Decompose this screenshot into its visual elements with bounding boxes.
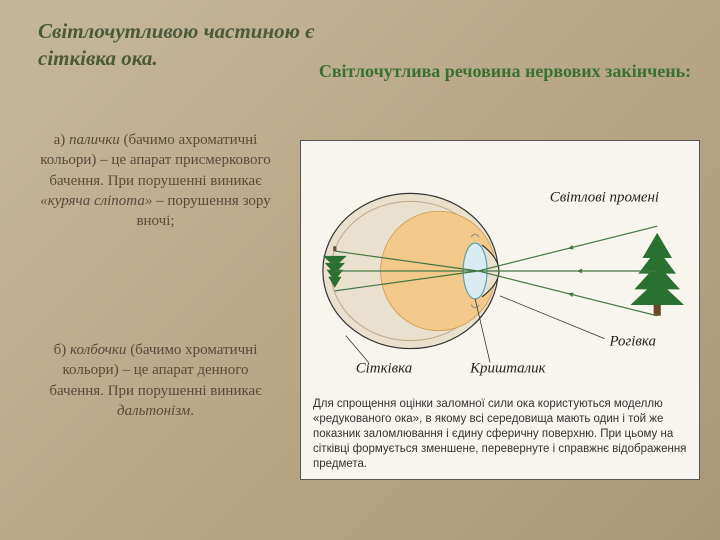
paragraph-b: б) колбочки (бачимо хроматичні кольори) … — [38, 340, 273, 421]
paragraph-a: а) палички (бачимо ахроматичні кольори) … — [38, 130, 273, 231]
svg-text:Сітківка: Сітківка — [356, 360, 413, 376]
para-a-em2: «куряча сліпота» — [40, 193, 152, 209]
svg-text:Рогівка: Рогівка — [608, 334, 656, 350]
subtitle: Світлочутлива речовина нервових закінчен… — [310, 60, 700, 83]
para-b-em2: дальтонізм — [117, 403, 190, 419]
para-b-tail: . — [190, 403, 194, 419]
para-b-prefix: б) — [54, 342, 70, 358]
para-a-prefix: а) — [54, 132, 69, 148]
diagram-caption: Для спрощення оцінки заломної сили ока к… — [301, 391, 699, 480]
svg-text:Світлові промені: Світлові промені — [550, 189, 659, 205]
eye-diagram-svg: Світлові промені Рогівка Сітківка Кришталик — [301, 141, 699, 391]
eye-diagram: Світлові промені Рогівка Сітківка Кришталик… — [300, 140, 700, 480]
para-a-tail: – порушення зору вночі; — [136, 193, 270, 229]
svg-text:Кришталик: Кришталик — [469, 360, 546, 376]
para-b-em1: колбочки — [70, 342, 126, 358]
para-a-em1: палички — [69, 132, 120, 148]
